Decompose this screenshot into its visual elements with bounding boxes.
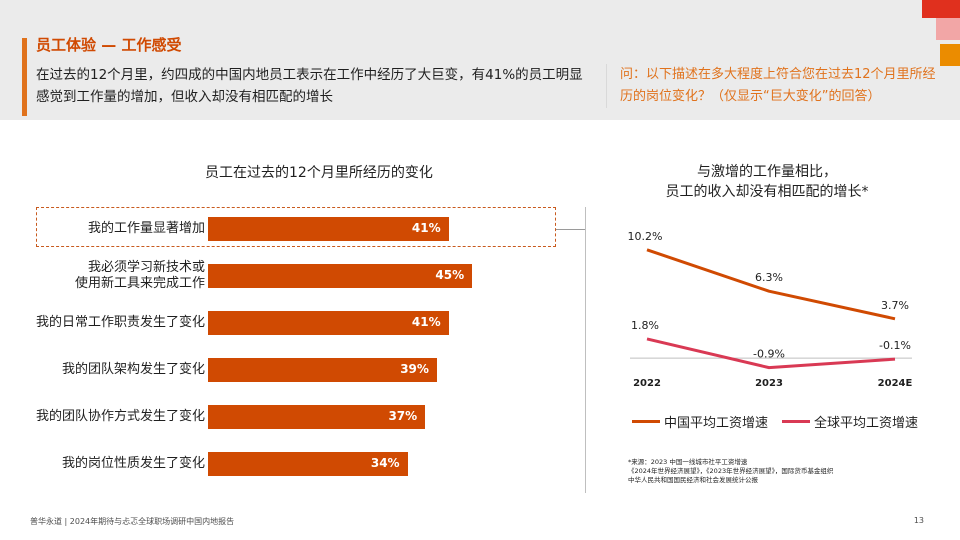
legend-label-china: 中国平均工资增速 xyxy=(664,416,769,431)
bar-category-label: 我的日常工作职责发生了变化 xyxy=(35,315,205,330)
brand-logo xyxy=(918,0,960,66)
connector-line xyxy=(556,229,586,230)
bar-category-label: 我必须学习新技术或 使用新工具来完成工作 xyxy=(74,260,205,291)
bar-mark: 45% xyxy=(208,264,473,288)
bar-category-label: 我的团队架构发生了变化 xyxy=(61,362,205,377)
bar-mark: 37% xyxy=(208,405,426,429)
bar-value-label: 41% xyxy=(411,221,441,235)
bar-value-label: 34% xyxy=(370,456,400,470)
footer-text: 普华永道 | 2024年期待与忐忑全球职场调研中国内地报告 xyxy=(30,517,235,526)
logo-block-red xyxy=(922,0,960,18)
x-tick-label: 2023 xyxy=(755,378,783,389)
data-label: 3.7% xyxy=(881,299,909,312)
bar-mark: 34% xyxy=(208,452,408,476)
highlight-box xyxy=(36,207,556,247)
bar-category-label: 我的工作量显著增加 xyxy=(87,221,205,236)
data-label: 1.8% xyxy=(631,319,659,332)
data-label: 6.3% xyxy=(755,271,783,284)
header-divider xyxy=(606,64,607,108)
x-tick-label: 2024E xyxy=(878,378,913,389)
bar-value-label: 41% xyxy=(411,315,441,329)
survey-question: 问：以下描述在多大程度上符合您在过去12个月里所经历的岗位变化？（仅显示“巨大变… xyxy=(620,67,936,104)
legend-label-global: 全球平均工资增速 xyxy=(814,416,919,431)
bar-chart-title: 员工在过去的12个月里所经历的变化 xyxy=(205,165,433,181)
line-chart: 10.2% 6.3% 3.7% 1.8% -0.9% -0.1% 2022 2023 2024E xyxy=(628,230,913,389)
legend-swatch-china xyxy=(632,420,660,423)
header-band xyxy=(0,0,960,120)
bar-mark: 41% xyxy=(208,217,449,241)
page-number: 13 xyxy=(913,516,924,525)
series-line-1 xyxy=(646,337,896,370)
lead-text: 在过去的12个月里，约四成的中国内地员工表示在工作中经历了大巨变，有41%的员工… xyxy=(36,67,583,105)
data-label: -0.9% xyxy=(753,348,785,361)
bar-category-label: 我的岗位性质发生了变化 xyxy=(61,456,205,471)
bar-value-label: 39% xyxy=(400,362,429,376)
logo-block-pink xyxy=(936,18,960,40)
legend-swatch-global xyxy=(782,420,810,423)
bar-category-label: 我的团队协作方式发生了变化 xyxy=(35,409,205,424)
bar-mark: 41% xyxy=(208,311,449,335)
bar-mark: 39% xyxy=(208,358,437,382)
source-note: *来源：2023 中国一线城市社平工资增速 《2024年世界经济展望》，《2023… xyxy=(628,458,834,484)
x-tick-label: 2022 xyxy=(633,378,661,389)
data-label: -0.1% xyxy=(879,339,911,352)
data-label: 10.2% xyxy=(628,230,663,243)
line-chart-title: 与激增的工作量相比， 员工的收入却没有相匹配的增长* xyxy=(665,164,869,200)
section-title: 员工体验 — 工作感受 xyxy=(36,36,182,54)
bar-value-label: 37% xyxy=(388,409,418,423)
chart-divider xyxy=(585,207,586,493)
logo-block-orange xyxy=(940,44,960,66)
series-line-0 xyxy=(646,248,896,321)
header-accent-bar xyxy=(22,38,27,116)
bar-value-label: 45% xyxy=(435,268,465,282)
